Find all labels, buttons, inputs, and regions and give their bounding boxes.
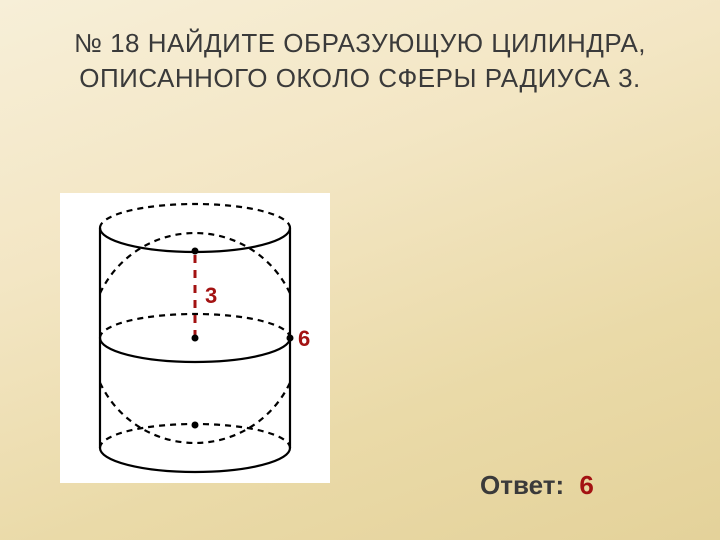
- answer-value: 6: [579, 470, 593, 500]
- problem-title: № 18 НАЙДИТЕ ОБРАЗУЮЩУЮ ЦИЛИНДРА, ОПИСАН…: [40, 26, 680, 96]
- radius-label: 3: [205, 283, 217, 309]
- answer-label: Ответ:: [480, 470, 564, 500]
- problem-text-line2: ОПИСАННОГО ОКОЛО СФЕРЫ РАДИУСА 3.: [79, 63, 641, 93]
- problem-number: № 18: [74, 28, 140, 58]
- problem-text-line1: НАЙДИТЕ ОБРАЗУЮЩУЮ ЦИЛИНДРА,: [148, 28, 646, 58]
- slide: № 18 НАЙДИТЕ ОБРАЗУЮЩУЮ ЦИЛИНДРА, ОПИСАН…: [0, 0, 720, 540]
- cylinder-sphere-diagram: [60, 193, 330, 483]
- answer: Ответ: 6: [480, 470, 594, 501]
- figure-container: 3 6: [60, 193, 330, 483]
- diameter-label: 6: [298, 326, 310, 352]
